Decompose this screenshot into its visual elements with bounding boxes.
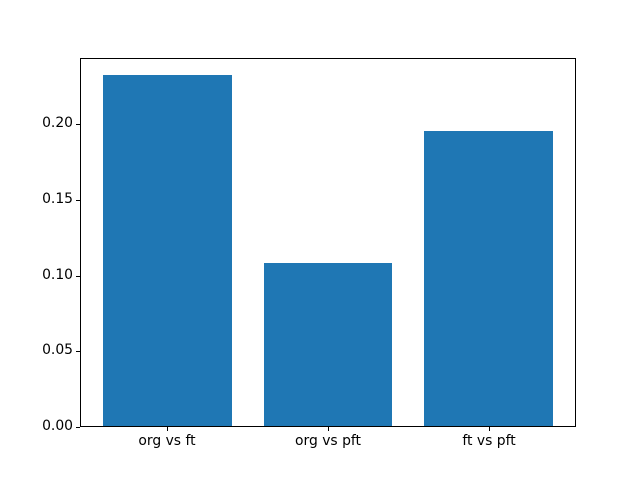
x-tick-label: org vs ft (138, 433, 196, 449)
y-tick-label: 0.15 (42, 190, 73, 207)
y-tick-label: 0.20 (42, 115, 73, 132)
x-tick-label: org vs pft (295, 433, 361, 449)
y-axis-tick (76, 275, 80, 277)
y-axis-tick (76, 124, 80, 126)
y-tick-label: 0.10 (42, 266, 73, 283)
x-axis-tick (489, 427, 491, 431)
y-axis-tick (76, 199, 80, 201)
bar-org-vs-ft (103, 75, 232, 426)
x-axis-tick (166, 427, 168, 431)
bar-ft-vs-pft (424, 130, 553, 426)
y-tick-label: 0.00 (42, 418, 73, 435)
y-tick-label: 0.05 (42, 342, 73, 359)
y-axis-tick (76, 351, 80, 353)
x-tick-label: ft vs pft (462, 433, 516, 449)
x-axis-tick (328, 427, 329, 431)
y-axis-tick (76, 427, 80, 428)
plot-area (80, 58, 576, 427)
bar-org-vs-pft (263, 263, 393, 426)
